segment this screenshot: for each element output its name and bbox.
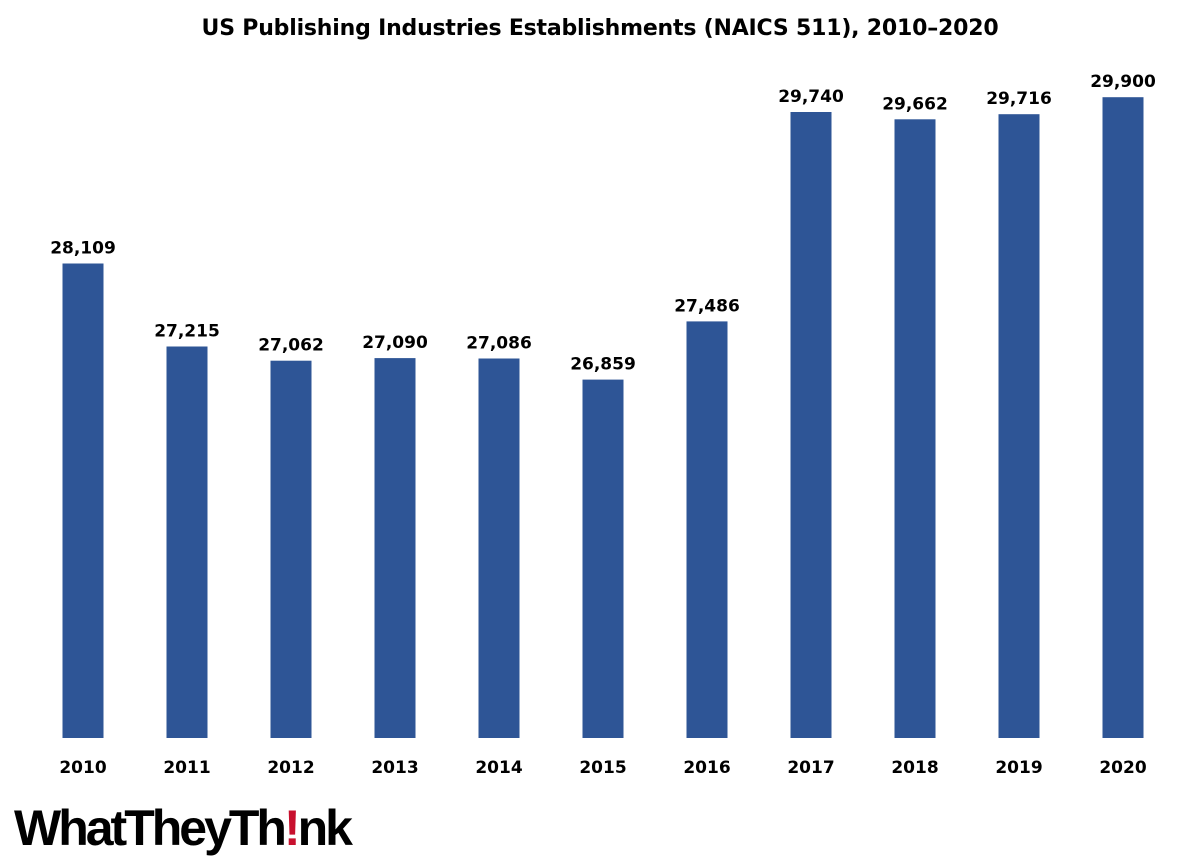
bar-2017 [790, 112, 832, 738]
value-label-2010: 28,109 [50, 239, 116, 259]
value-label-2011: 27,215 [154, 322, 220, 342]
x-axis-tick-labels: 2010 2011 2012 2013 2014 2015 2016 2017 2018 2019… [59, 758, 1146, 778]
bar-2019 [998, 114, 1040, 738]
value-label-2020: 29,900 [1090, 72, 1156, 92]
x-tick-label-2019: 2019 [995, 758, 1042, 778]
value-label-2013: 27,090 [362, 333, 428, 353]
logo-wordmark: WhatTheyTh!nk [14, 800, 353, 856]
value-label-2018: 29,662 [882, 94, 948, 114]
logo-exclamation-mark: ! [283, 800, 301, 856]
value-label-2012: 27,062 [258, 336, 324, 356]
x-tick-label-2012: 2012 [267, 758, 314, 778]
chart-title: US Publishing Industries Establishments … [201, 16, 999, 41]
x-tick-label-2016: 2016 [683, 758, 730, 778]
x-tick-label-2011: 2011 [163, 758, 210, 778]
x-tick-label-2020: 2020 [1099, 758, 1146, 778]
value-label-2017: 29,740 [778, 87, 844, 107]
value-label-2016: 27,486 [674, 296, 740, 316]
bars-layer [62, 97, 1144, 739]
logo-text-before: WhatTheyTh [14, 800, 287, 856]
bar-2020 [1102, 97, 1144, 738]
value-label-2019: 29,716 [986, 89, 1052, 109]
x-tick-label-2015: 2015 [579, 758, 626, 778]
bar-2014 [478, 358, 520, 738]
bar-2018 [894, 119, 936, 739]
logo-text-after: nk [297, 800, 353, 856]
value-labels-layer: 28,109 27,215 27,062 27,090 27,086 26,859 27,4… [50, 72, 1156, 374]
value-label-2015: 26,859 [570, 355, 636, 375]
x-tick-label-2014: 2014 [475, 758, 522, 778]
value-label-2014: 27,086 [466, 334, 532, 354]
x-tick-label-2010: 2010 [59, 758, 106, 778]
x-tick-label-2018: 2018 [891, 758, 938, 778]
whattheythink-logo: WhatTheyTh!nk [14, 788, 353, 868]
bar-2010 [62, 263, 104, 738]
x-tick-label-2017: 2017 [787, 758, 834, 778]
x-tick-label-2013: 2013 [371, 758, 418, 778]
bar-2012 [270, 360, 312, 738]
bar-2016 [686, 321, 728, 738]
bar-2015 [582, 379, 624, 738]
bar-2011 [166, 346, 208, 738]
bar-2013 [374, 358, 416, 738]
